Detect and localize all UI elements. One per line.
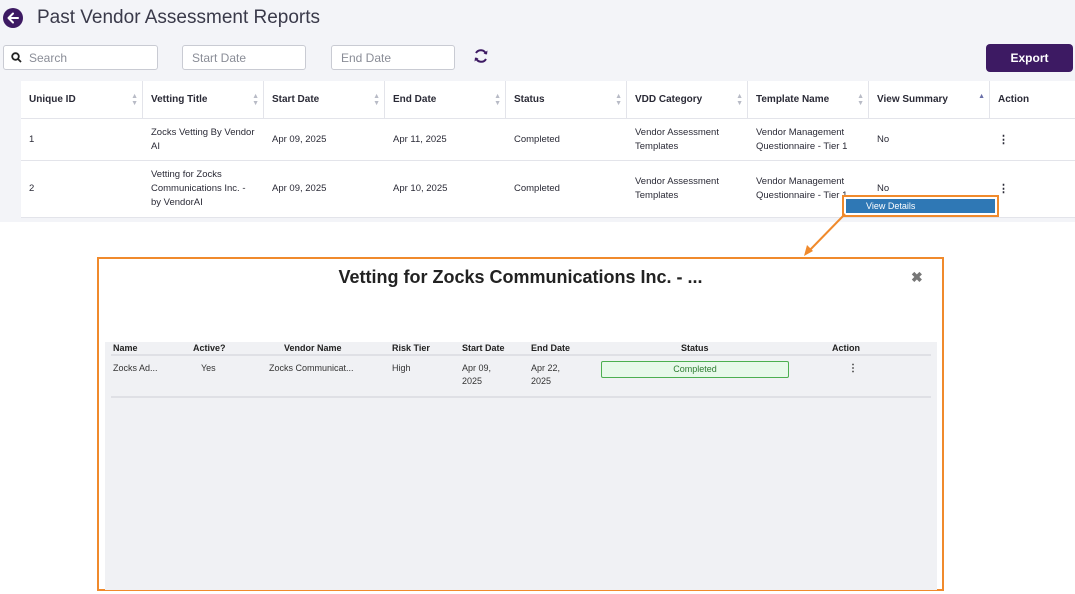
header-active: Active? <box>193 343 226 353</box>
header-vendor-name: Vendor Name <box>284 343 342 353</box>
row-actions-icon[interactable]: ⋮ <box>998 183 1009 195</box>
header-label: Unique ID <box>29 93 76 105</box>
header-status: Status <box>681 343 709 353</box>
column-header-vdd-category[interactable]: VDD Category ▲ ▼ <box>627 81 748 118</box>
column-header-start-date[interactable]: Start Date ▲ ▼ <box>264 81 385 118</box>
header-label: End Date <box>393 93 437 105</box>
vendor-table-row: Zocks Ad... Yes Zocks Communicat... High… <box>111 358 931 398</box>
sort-icon: ▲ ▼ <box>736 93 743 107</box>
back-button[interactable] <box>3 8 23 28</box>
close-icon[interactable]: ✖ <box>911 269 923 285</box>
header-end-date: End Date <box>531 343 571 353</box>
search-icon <box>11 52 22 63</box>
modal-title: Vetting for Zocks Communications Inc. - … <box>338 267 703 287</box>
sort-icon: ▲ ▼ <box>252 93 259 107</box>
header-label: Vetting Title <box>151 93 208 105</box>
cell-template-name: Vendor Management Questionnaire - Tier 1 <box>756 176 848 201</box>
sort-icon: ▲ ▼ <box>857 93 864 107</box>
cell-vdd-category: Vendor Assessment Templates <box>635 126 719 152</box>
cell-unique-id: 2 <box>29 183 35 194</box>
search-input[interactable]: Search <box>3 45 158 70</box>
row-actions-icon[interactable]: ⋮ <box>848 363 858 374</box>
cell-name: Zocks Ad... <box>113 363 158 373</box>
column-header-view-summary[interactable]: View Summary ▲ <box>869 81 990 118</box>
cell-start-date: Apr 09, 2025 <box>272 183 327 194</box>
cell-end-date: Apr 22, 2025 <box>531 363 561 386</box>
sort-ascending-icon: ▲ <box>978 93 985 100</box>
vendor-table-header: Name Active? Vendor Name Risk Tier Start… <box>111 342 931 356</box>
vetting-details-modal: Vetting for Zocks Communications Inc. - … <box>97 257 944 591</box>
cell-template-name: Vendor Management Questionnaire - Tier 1 <box>756 126 848 152</box>
header-name: Name <box>113 343 138 353</box>
column-header-action: Action <box>990 81 1075 118</box>
start-date-input[interactable]: Start Date <box>182 45 306 70</box>
row-actions-icon[interactable]: ⋮ <box>998 133 1009 146</box>
column-header-status[interactable]: Status ▲ ▼ <box>506 81 627 118</box>
start-date-placeholder: Start Date <box>192 51 247 65</box>
header-label: VDD Category <box>635 93 703 105</box>
cell-start-date: Apr 09, 2025 <box>272 133 327 145</box>
cell-view-summary: No <box>877 133 890 145</box>
header-action: Action <box>832 343 860 353</box>
vendor-details-table: Name Active? Vendor Name Risk Tier Start… <box>105 342 937 590</box>
table-row: 1 Zocks Vetting By Vendor AI Apr 09, 202… <box>21 119 1075 161</box>
sort-icon: ▲ ▼ <box>615 93 622 107</box>
cell-start-date: Apr 09, 2025 <box>462 363 492 386</box>
sort-icon: ▲ ▼ <box>131 93 138 107</box>
sort-icon: ▲ ▼ <box>373 93 380 107</box>
row-action-menu: View Details <box>842 195 999 217</box>
cell-end-date: Apr 11, 2025 <box>393 133 447 145</box>
end-date-input[interactable]: End Date <box>331 45 455 70</box>
cell-risk-tier: High <box>392 363 411 373</box>
header-label: Template Name <box>756 93 830 105</box>
cell-status: Completed <box>514 183 560 194</box>
end-date-placeholder: End Date <box>341 51 392 65</box>
cell-unique-id: 1 <box>29 133 35 145</box>
header-label: Status <box>514 93 545 105</box>
cell-vdd-category: Vendor Assessment Templates <box>635 176 719 201</box>
column-header-unique-id[interactable]: Unique ID ▲ ▼ <box>21 81 143 118</box>
cell-status: Completed <box>514 133 560 145</box>
status-badge: Completed <box>601 361 789 378</box>
header-risk-tier: Risk Tier <box>392 343 430 353</box>
cell-vetting-title: Zocks Vetting By Vendor AI <box>151 126 255 152</box>
header-label: Action <box>998 93 1030 105</box>
header-start-date: Start Date <box>462 343 505 353</box>
cell-active: Yes <box>201 363 216 373</box>
cell-vendor-name: Zocks Communicat... <box>269 363 354 373</box>
sort-icon: ▲ ▼ <box>494 93 501 107</box>
arrow-left-icon <box>7 12 19 24</box>
search-placeholder: Search <box>29 51 68 65</box>
table-header: Unique ID ▲ ▼ Vetting Title ▲ ▼ Start Date ▲ ▼… <box>21 81 1075 119</box>
page-title: Past Vendor Assessment Reports <box>37 7 321 28</box>
cell-end-date: Apr 10, 2025 <box>393 183 448 194</box>
column-header-end-date[interactable]: End Date ▲ ▼ <box>385 81 506 118</box>
cell-vetting-title: Vetting for Zocks Communications Inc. - … <box>151 169 246 208</box>
export-button[interactable]: Export <box>986 44 1073 72</box>
header-label: View Summary <box>877 93 948 105</box>
view-details-menu-item[interactable]: View Details <box>846 199 995 213</box>
refresh-icon[interactable] <box>473 48 489 64</box>
table-row: 2 Vetting for Zocks Communications Inc. … <box>21 161 1075 218</box>
column-header-vetting-title[interactable]: Vetting Title ▲ ▼ <box>143 81 264 118</box>
cell-view-summary: No <box>877 183 890 194</box>
header-label: Start Date <box>272 93 320 105</box>
column-header-template-name[interactable]: Template Name ▲ ▼ <box>748 81 869 118</box>
